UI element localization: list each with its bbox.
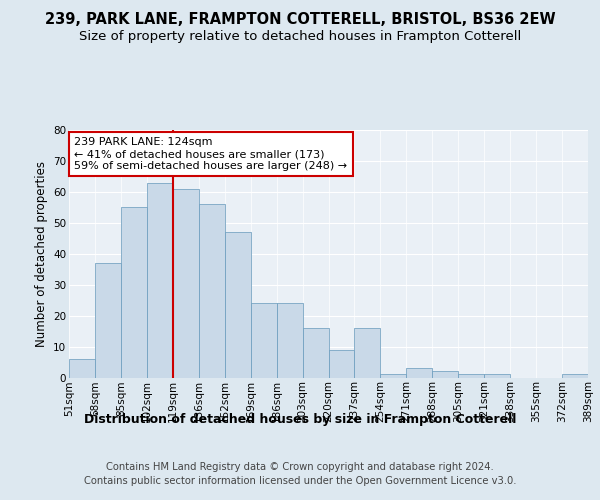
Bar [562,374,588,378]
Bar [355,328,380,378]
Bar [484,374,510,378]
Text: 239 PARK LANE: 124sqm
← 41% of detached houses are smaller (173)
59% of semi-det: 239 PARK LANE: 124sqm ← 41% of detached … [74,138,347,170]
Bar [277,303,302,378]
Text: Contains HM Land Registry data © Crown copyright and database right 2024.: Contains HM Land Registry data © Crown c… [106,462,494,472]
Bar [121,208,147,378]
Text: Distribution of detached houses by size in Frampton Cotterell: Distribution of detached houses by size … [84,412,516,426]
Bar [69,359,95,378]
Bar [380,374,406,378]
Text: Size of property relative to detached houses in Frampton Cotterell: Size of property relative to detached ho… [79,30,521,43]
Bar [406,368,432,378]
Bar [433,372,458,378]
Text: Contains public sector information licensed under the Open Government Licence v3: Contains public sector information licen… [84,476,516,486]
Y-axis label: Number of detached properties: Number of detached properties [35,161,47,347]
Bar [329,350,355,378]
Bar [173,189,199,378]
Bar [199,204,224,378]
Bar [147,182,173,378]
Bar [302,328,329,378]
Bar [251,303,277,378]
Bar [458,374,484,378]
Text: 239, PARK LANE, FRAMPTON COTTERELL, BRISTOL, BS36 2EW: 239, PARK LANE, FRAMPTON COTTERELL, BRIS… [44,12,556,28]
Bar [95,263,121,378]
Bar [225,232,251,378]
